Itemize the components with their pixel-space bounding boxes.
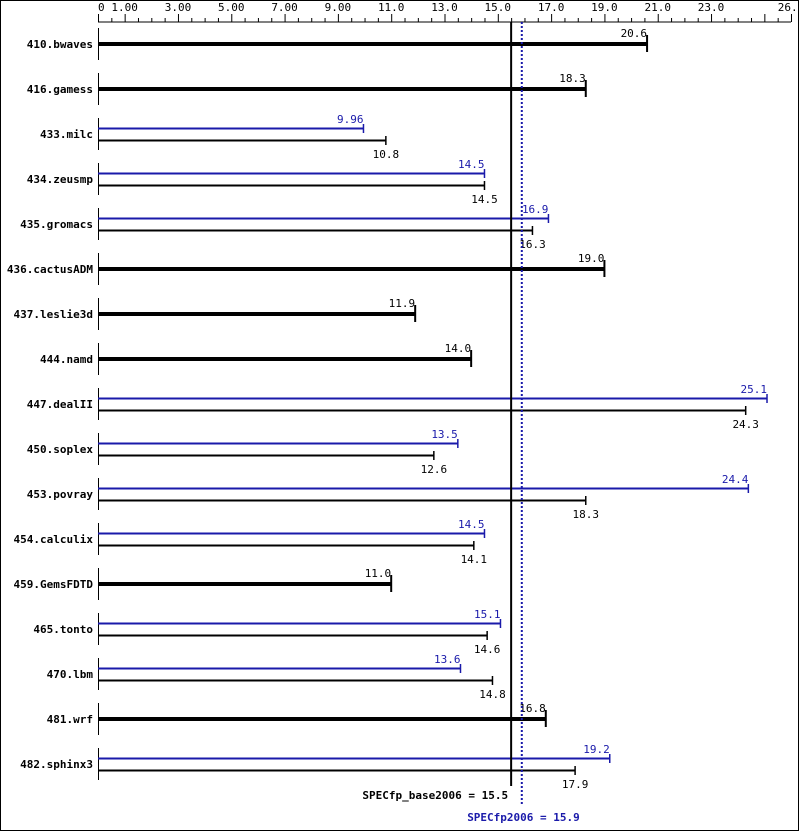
base-value-label: 14.1 bbox=[461, 553, 488, 566]
benchmark-label: 454.calculix bbox=[14, 533, 94, 546]
base-bar bbox=[98, 357, 472, 361]
base-value-label: 24.3 bbox=[732, 418, 759, 431]
base-bar bbox=[98, 87, 586, 91]
x-tick-label: 0 bbox=[98, 1, 105, 14]
x-tick-label: 13.0 bbox=[431, 1, 458, 14]
benchmark-label: 433.milc bbox=[40, 128, 93, 141]
benchmark-label: 459.GemsFDTD bbox=[14, 578, 94, 591]
base-value-label: 16.8 bbox=[519, 702, 546, 715]
base-value-label: 14.6 bbox=[474, 643, 501, 656]
base-value-label: 12.6 bbox=[421, 463, 448, 476]
benchmark-label: 435.gromacs bbox=[20, 218, 93, 231]
x-tick-label: 5.00 bbox=[218, 1, 245, 14]
benchmark-label: 437.leslie3d bbox=[14, 308, 93, 321]
x-tick-label: 15.0 bbox=[485, 1, 512, 14]
x-tick-label: 9.00 bbox=[325, 1, 352, 14]
peak-value-label: 16.9 bbox=[522, 203, 549, 216]
peak-value-label: 24.4 bbox=[722, 473, 749, 486]
peak-value-label: 15.1 bbox=[474, 608, 501, 621]
base-bar bbox=[98, 42, 648, 46]
x-tick-label: 21.0 bbox=[644, 1, 671, 14]
x-tick-label: 1.00 bbox=[111, 1, 138, 14]
base-value-label: 19.0 bbox=[578, 252, 605, 265]
benchmark-label: 470.lbm bbox=[47, 668, 94, 681]
base-value-label: 18.3 bbox=[559, 72, 586, 85]
peak-value-label: 19.2 bbox=[583, 743, 610, 756]
base-reference-label: SPECfp_base2006 = 15.5 bbox=[362, 789, 508, 802]
benchmark-label: 450.soplex bbox=[27, 443, 94, 456]
peak-reference-label: SPECfp2006 = 15.9 bbox=[467, 811, 580, 824]
peak-value-label: 13.6 bbox=[434, 653, 461, 666]
base-value-label: 16.3 bbox=[519, 238, 546, 251]
benchmark-label: 482.sphinx3 bbox=[20, 758, 93, 771]
benchmark-label: 447.dealII bbox=[27, 398, 93, 411]
base-bar bbox=[98, 717, 546, 721]
x-tick-label: 11.0 bbox=[378, 1, 405, 14]
base-value-label: 11.0 bbox=[365, 567, 392, 580]
peak-value-label: 25.1 bbox=[741, 383, 768, 396]
x-tick-label: 23.0 bbox=[698, 1, 725, 14]
benchmark-label: 410.bwaves bbox=[27, 38, 93, 51]
base-value-label: 20.6 bbox=[621, 27, 648, 40]
benchmark-label: 444.namd bbox=[40, 353, 93, 366]
benchmark-label: 481.wrf bbox=[47, 713, 93, 726]
peak-value-label: 14.5 bbox=[458, 158, 485, 171]
benchmark-label: 434.zeusmp bbox=[27, 173, 94, 186]
benchmark-label: 416.gamess bbox=[27, 83, 93, 96]
base-value-label: 11.9 bbox=[389, 297, 416, 310]
base-value-label: 14.0 bbox=[445, 342, 472, 355]
base-value-label: 18.3 bbox=[573, 508, 600, 521]
x-tick-label: 17.0 bbox=[538, 1, 565, 14]
x-tick-label: 3.00 bbox=[165, 1, 192, 14]
x-tick-label: 7.00 bbox=[271, 1, 298, 14]
base-bar bbox=[98, 582, 392, 586]
peak-value-label: 13.5 bbox=[431, 428, 458, 441]
benchmark-label: 465.tonto bbox=[33, 623, 93, 636]
base-bar bbox=[98, 312, 416, 316]
base-value-label: 14.5 bbox=[471, 193, 498, 206]
base-value-label: 14.8 bbox=[479, 688, 506, 701]
base-value-label: 10.8 bbox=[373, 148, 400, 161]
benchmark-label: 453.povray bbox=[27, 488, 94, 501]
peak-value-label: 14.5 bbox=[458, 518, 485, 531]
peak-value-label: 9.96 bbox=[337, 113, 364, 126]
base-bar bbox=[98, 267, 605, 271]
x-tick-label: 26.0 bbox=[778, 1, 799, 14]
benchmark-label: 436.cactusADM bbox=[7, 263, 93, 276]
base-value-label: 17.9 bbox=[562, 778, 589, 791]
x-tick-label: 19.0 bbox=[591, 1, 618, 14]
